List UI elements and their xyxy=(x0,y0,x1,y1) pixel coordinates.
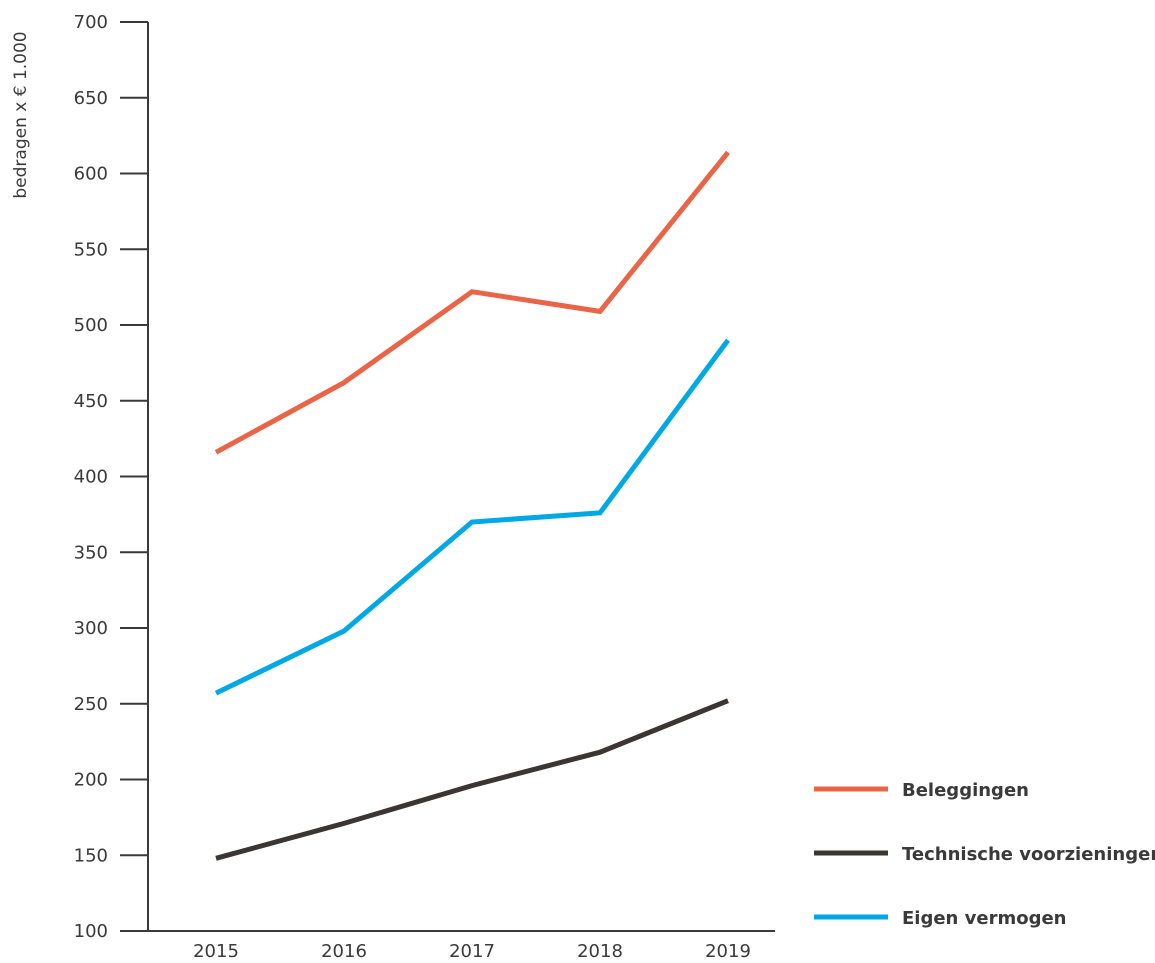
legend-label: Technische voorzieningen xyxy=(902,844,1155,865)
x-tick-label: 2019 xyxy=(705,941,751,962)
y-tick-label: 500 xyxy=(74,315,108,336)
legend-label: Beleggingen xyxy=(902,780,1029,801)
x-axis: 2015 2016 2017 2018 2019 xyxy=(193,941,751,962)
legend: Beleggingen Technische voorzieningen Eigen… xyxy=(814,780,1155,929)
y-tick-label: 550 xyxy=(74,239,108,260)
x-tick-label: 2016 xyxy=(321,941,367,962)
y-axis-label: bedragen x € 1.000 xyxy=(11,31,31,198)
y-tick-label: 100 xyxy=(74,921,108,942)
series-line-technische-voorzieningen xyxy=(215,698,729,861)
y-axis: 100 150 200 250 300 350 400 450 500 550 600 650 700 xyxy=(74,12,148,942)
series-line-beleggingen xyxy=(214,150,730,455)
x-tick-label: 2018 xyxy=(577,941,623,962)
y-tick-label: 700 xyxy=(74,12,108,33)
y-tick-label: 400 xyxy=(74,467,108,488)
x-tick-label: 2017 xyxy=(449,941,495,962)
y-tick-label: 350 xyxy=(74,542,108,563)
y-tick-label: 300 xyxy=(74,618,108,639)
y-tick-label: 250 xyxy=(74,694,108,715)
y-tick-label: 600 xyxy=(74,164,108,185)
y-tick-label: 650 xyxy=(74,88,108,109)
y-tick-label: 450 xyxy=(74,391,108,412)
y-tick-label: 200 xyxy=(74,770,108,791)
x-tick-label: 2015 xyxy=(193,941,239,962)
legend-label: Eigen vermogen xyxy=(902,908,1067,929)
y-tick-label: 150 xyxy=(74,845,108,866)
series-lines xyxy=(214,150,731,861)
series-line-eigen-vermogen xyxy=(214,338,731,696)
